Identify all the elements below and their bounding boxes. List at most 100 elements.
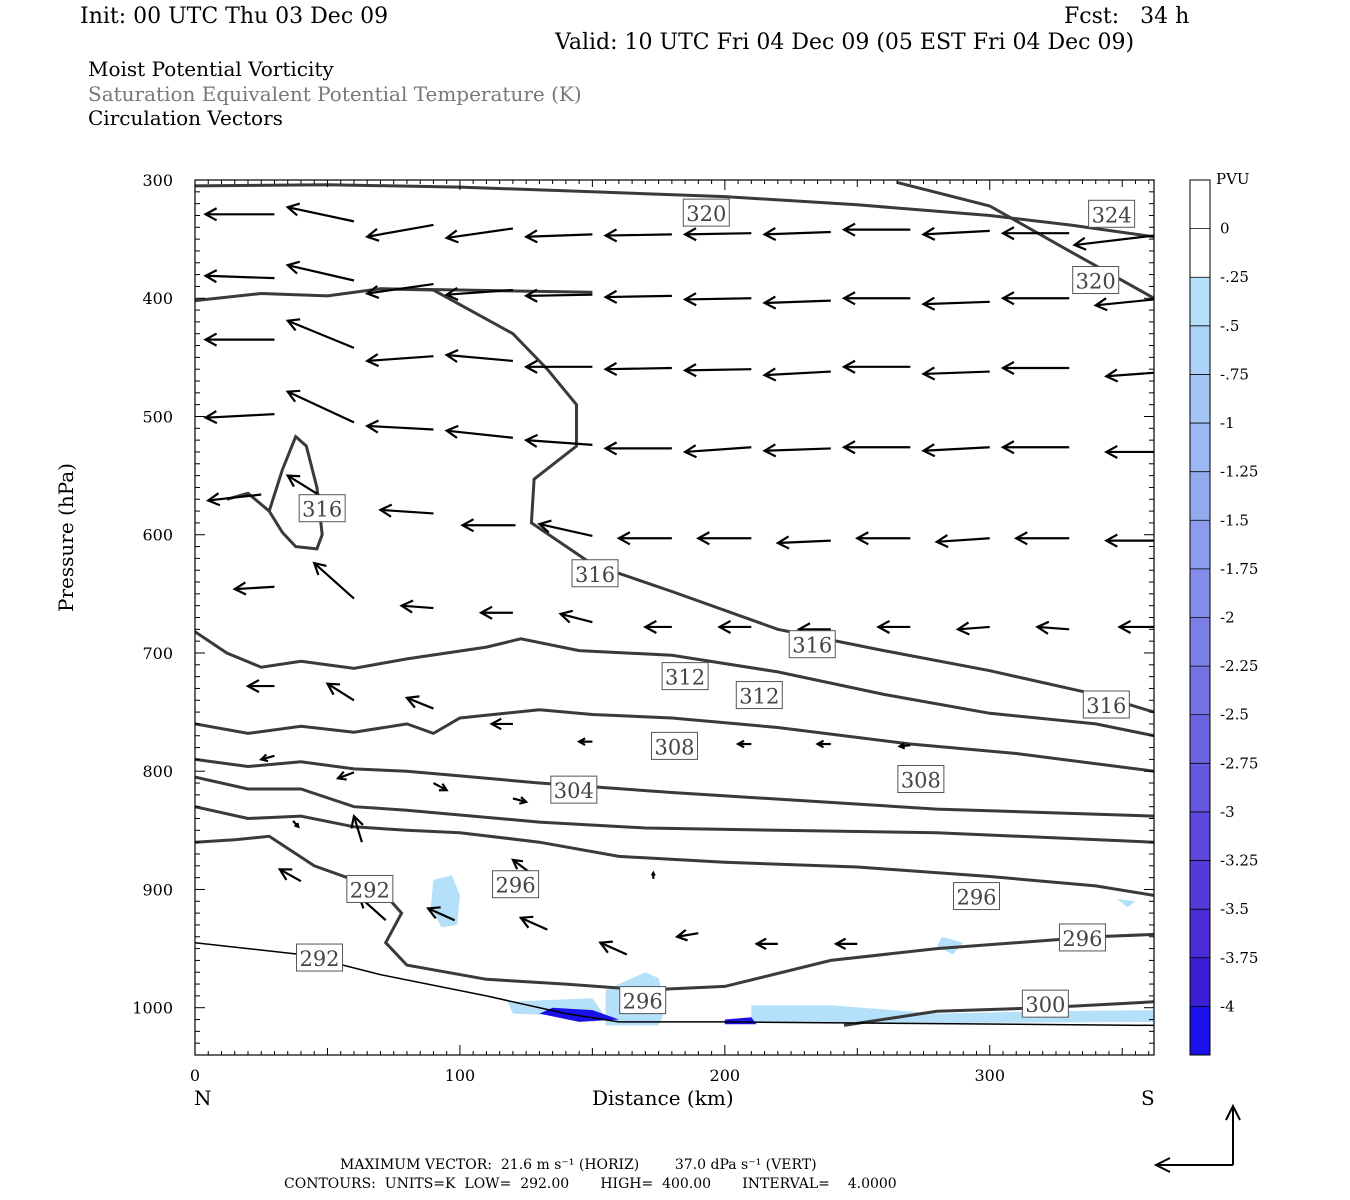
- y-tick-label-400: 400: [142, 289, 173, 308]
- vector-arrow-87: [426, 906, 456, 922]
- vector-arrow-85: [292, 820, 300, 829]
- axes-layer: 300 400 500 600 700 800 900 1000 0 100 200 300: [132, 171, 1155, 1085]
- vector-arrow-15: [444, 286, 513, 301]
- vector-arrow-28: [523, 359, 593, 374]
- colorbar-segment-2: [1190, 277, 1210, 327]
- contour-line-316-4: [226, 434, 324, 551]
- vector-arrow-30: [682, 363, 752, 378]
- contour-line-316-3: [380, 287, 1154, 714]
- vector-arrow-86: [350, 813, 364, 843]
- vector-arrow-22: [1000, 291, 1070, 306]
- colorbar-unit: PVU: [1216, 170, 1250, 188]
- vector-arrow-38: [364, 419, 434, 434]
- colorbar-label-3: -.75: [1220, 365, 1249, 383]
- colorbar-label-14: -3.5: [1220, 900, 1249, 918]
- contour-line-292-10: [195, 834, 1154, 992]
- svg-text:308: 308: [901, 768, 941, 792]
- contour-line-296-9: [195, 805, 1154, 897]
- contour-label-2: 320: [1072, 266, 1120, 295]
- vector-arrow-72: [245, 679, 275, 694]
- contour-line-300-8: [195, 775, 1154, 844]
- vector-arrow-33: [921, 366, 990, 381]
- colorbar-segment-3: [1190, 325, 1210, 375]
- vector-arrow-61: [312, 561, 355, 600]
- vector-arrow-75: [489, 717, 513, 731]
- contour-label-9: 308: [651, 731, 698, 760]
- vector-arrow-62: [399, 599, 434, 614]
- vector-arrow-27: [444, 348, 513, 363]
- init-time: Init: 00 UTC Thu 03 Dec 09: [80, 4, 389, 29]
- vector-arrow-12: [203, 269, 275, 284]
- vector-arrow-34: [1000, 360, 1070, 376]
- footer-contours: CONTOURS: UNITS=K LOW= 292.00 HIGH= 400.…: [284, 1176, 897, 1192]
- footer-max-vector: MAXIMUM VECTOR: 21.6 m s⁻¹ (HORIZ) 37.0 …: [340, 1157, 817, 1173]
- vector-arrow-88: [511, 858, 530, 873]
- colorbar-segment-8: [1190, 568, 1210, 618]
- vector-arrow-43: [762, 443, 831, 458]
- colorbar-label-12: -3: [1220, 803, 1235, 821]
- vector-arrow-59: [1104, 533, 1154, 548]
- vector-arrow-44: [841, 440, 911, 455]
- vector-arrow-35: [1104, 368, 1154, 383]
- vector-arrow-11: [1072, 234, 1154, 251]
- contour-label-10: 308: [897, 764, 945, 793]
- vector-arrow-19: [762, 295, 831, 310]
- y-tick-label-700: 700: [142, 644, 173, 663]
- vector-arrow-39: [444, 424, 514, 439]
- forecast-hour: Fcst: 34 h: [1064, 4, 1190, 29]
- contour-label-13: 296: [953, 882, 1001, 911]
- x-tick-label-0: 0: [190, 1066, 200, 1085]
- vector-arrow-70: [1035, 620, 1070, 635]
- vector-arrow-29: [603, 361, 672, 377]
- contour-line-324-0: [195, 183, 1154, 239]
- contour-label-3: 316: [298, 494, 346, 523]
- vector-arrow-6: [682, 227, 752, 242]
- colorbar-segment-0: [1190, 180, 1210, 230]
- vector-arrow-41: [603, 441, 672, 456]
- svg-text:320: 320: [1076, 270, 1116, 294]
- contour-label-11: 304: [550, 775, 598, 804]
- field-title-theta-es: Saturation Equivalent Potential Temperat…: [88, 82, 582, 106]
- vector-arrow-37: [285, 389, 355, 424]
- field-title-vectors: Circulation Vectors: [88, 106, 283, 130]
- vector-arrow-64: [558, 609, 593, 624]
- colorbar-segment-6: [1190, 471, 1210, 521]
- vector-arrow-66: [717, 619, 752, 634]
- colorbar-segment-14: [1190, 860, 1210, 910]
- svg-text:316: 316: [575, 563, 615, 587]
- colorbar-label-2: -.5: [1220, 317, 1239, 335]
- vector-arrow-95: [277, 868, 302, 883]
- vector-arrow-3: [444, 227, 514, 244]
- svg-text:292: 292: [350, 878, 390, 902]
- colorbar-label-1: -.25: [1220, 268, 1249, 286]
- colorbar-segment-15: [1190, 909, 1210, 959]
- field-title-mpv: Moist Potential Vorticity: [88, 57, 334, 81]
- vector-arrow-83: [432, 782, 449, 792]
- valid-time: Valid: 10 UTC Fri 04 Dec 09 (05 EST Fri …: [555, 30, 1135, 55]
- vector-arrow-20: [841, 291, 911, 306]
- contour-label-8: 312: [735, 681, 783, 710]
- svg-text:312: 312: [739, 685, 779, 709]
- colorbar-label-10: -2.5: [1220, 706, 1249, 724]
- y-axis-label: Pressure (hPa): [54, 463, 78, 612]
- vector-arrow-101: [833, 937, 858, 951]
- vector-arrow-42: [682, 444, 752, 459]
- contour-label-14: 296: [1058, 923, 1106, 952]
- vector-arrow-13: [285, 260, 355, 282]
- colorbar-segment-12: [1190, 763, 1210, 813]
- colorbar-label-8: -2: [1220, 609, 1235, 627]
- colorbar-segment-11: [1190, 714, 1210, 764]
- terrain-line: [194, 941, 1155, 1027]
- vector-arrow-98: [598, 940, 628, 956]
- svg-text:296: 296: [496, 874, 536, 898]
- vector-arrow-26: [364, 353, 434, 368]
- pv-region-0: [430, 875, 460, 928]
- contour-label-12: 296: [492, 870, 540, 899]
- x-end-label-north: N: [194, 1086, 212, 1110]
- svg-text:304: 304: [554, 779, 594, 803]
- colorbar-label-7: -1.75: [1220, 560, 1258, 578]
- vector-arrow-60: [232, 581, 275, 596]
- vector-arrow-18: [682, 292, 752, 307]
- vector-arrow-99: [674, 929, 699, 942]
- vector-arrow-14: [364, 282, 434, 299]
